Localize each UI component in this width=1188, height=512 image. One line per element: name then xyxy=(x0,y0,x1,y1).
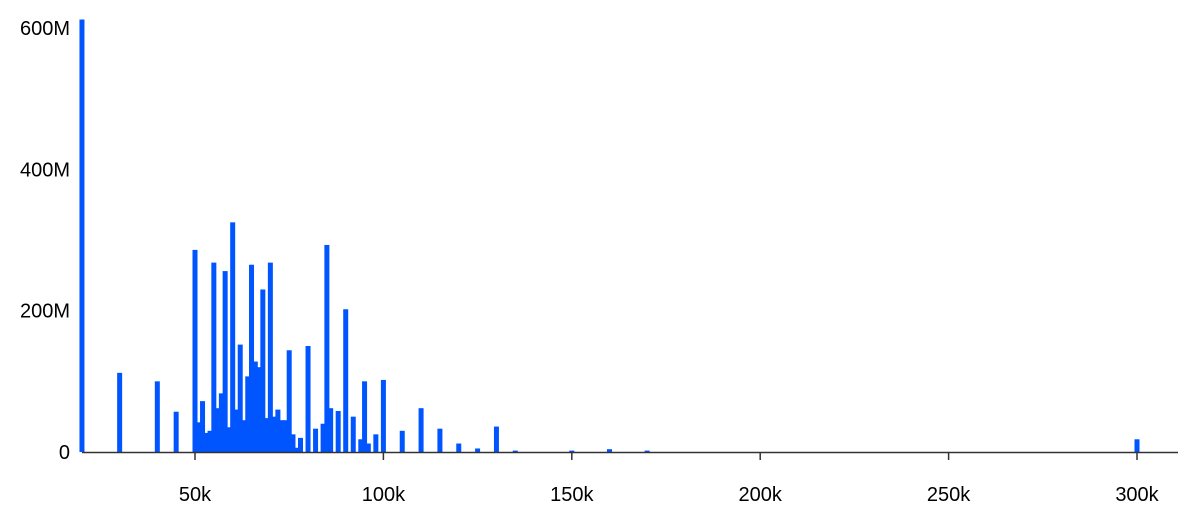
histogram-bar xyxy=(493,426,499,452)
histogram-bar xyxy=(279,420,285,452)
histogram-bar xyxy=(230,222,236,452)
histogram-bar xyxy=(456,443,462,452)
histogram-bar xyxy=(222,271,228,452)
x-tick-label: 100k xyxy=(362,484,406,506)
histogram-bar xyxy=(215,408,221,452)
histogram-bar xyxy=(173,411,179,452)
y-tick-label: 0 xyxy=(59,442,70,464)
histogram-bar xyxy=(256,367,262,452)
histogram-bar xyxy=(343,309,349,452)
histogram-bar xyxy=(241,420,247,452)
x-tick-label: 200k xyxy=(739,484,783,506)
x-tick-label: 300k xyxy=(1115,484,1159,506)
histogram-bar xyxy=(203,432,209,452)
histogram-bar xyxy=(192,249,198,452)
x-tick-label: 150k xyxy=(550,484,594,506)
histogram-bar xyxy=(644,450,650,453)
x-tick-label: 50k xyxy=(179,484,212,506)
histogram-bar xyxy=(475,448,481,452)
x-axis-ticks: 50k 100k 150k 200k 250k 300k xyxy=(179,452,1160,506)
histogram-bar xyxy=(267,262,273,452)
histogram-bar xyxy=(260,289,266,452)
histogram-bar xyxy=(211,262,217,452)
histogram-bar xyxy=(437,428,443,452)
histogram-bar xyxy=(373,434,379,452)
histogram-bar xyxy=(196,422,202,452)
histogram-bar xyxy=(320,423,326,452)
histogram-bar xyxy=(365,443,371,452)
histogram-bar xyxy=(252,361,258,452)
histogram-bar xyxy=(350,416,356,452)
histogram-bar xyxy=(264,418,270,452)
histogram-bar xyxy=(207,430,213,452)
histogram-bar xyxy=(275,409,281,452)
histogram-bar xyxy=(218,393,224,452)
bars-group xyxy=(79,19,1140,453)
histogram-bar xyxy=(298,437,303,452)
histogram-bar xyxy=(271,416,277,452)
y-tick-label: 200M xyxy=(20,301,70,323)
histogram-bar xyxy=(380,379,386,452)
histogram-bar xyxy=(154,381,160,452)
histogram-bar xyxy=(335,411,341,452)
histogram-bar xyxy=(512,450,518,453)
x-tick-label: 250k xyxy=(927,484,971,506)
histogram-bar xyxy=(286,350,292,452)
histogram-bar xyxy=(245,376,251,452)
histogram-bar xyxy=(399,430,405,452)
histogram-bar xyxy=(226,427,232,452)
histogram-bar xyxy=(282,420,288,452)
histogram-bar xyxy=(313,428,319,452)
histogram-bar xyxy=(237,344,243,452)
histogram-bar xyxy=(290,434,296,452)
histogram-bar xyxy=(418,408,424,452)
histogram-bar xyxy=(233,409,239,452)
histogram-bar xyxy=(79,19,85,453)
histogram-bar xyxy=(358,439,364,452)
y-tick-label: 600M xyxy=(20,18,70,40)
histogram-bar xyxy=(305,346,311,452)
histogram-bar xyxy=(569,450,575,453)
histogram-bar xyxy=(1134,439,1140,452)
histogram-bar xyxy=(324,244,330,452)
histogram-bar xyxy=(249,264,255,452)
histogram-bar xyxy=(117,372,123,452)
histogram-bar xyxy=(200,401,206,452)
y-tick-label: 400M xyxy=(20,159,70,181)
y-axis-ticks: 0 200M 400M 600M xyxy=(20,18,70,464)
histogram-bar xyxy=(606,449,612,452)
histogram-bar xyxy=(294,447,300,452)
histogram-bar xyxy=(362,381,368,452)
histogram-bar xyxy=(328,408,334,452)
